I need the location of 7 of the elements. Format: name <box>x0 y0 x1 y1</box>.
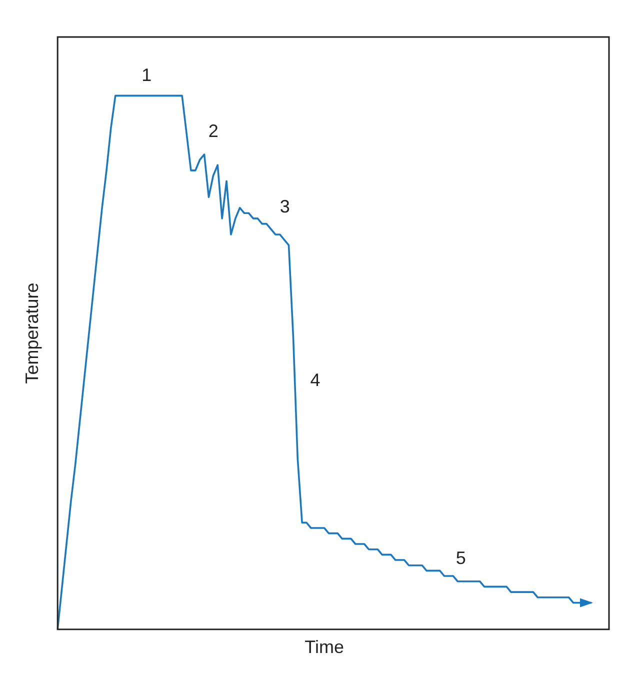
y-axis-title: Temperature <box>22 282 42 384</box>
annotation: 3 <box>280 196 290 217</box>
annotation: 2 <box>208 120 218 141</box>
text: 1 <box>142 65 152 86</box>
annotation: 5 <box>456 548 466 568</box>
x-axis-title: Time <box>304 637 344 658</box>
annotation: 4 <box>310 370 320 390</box>
